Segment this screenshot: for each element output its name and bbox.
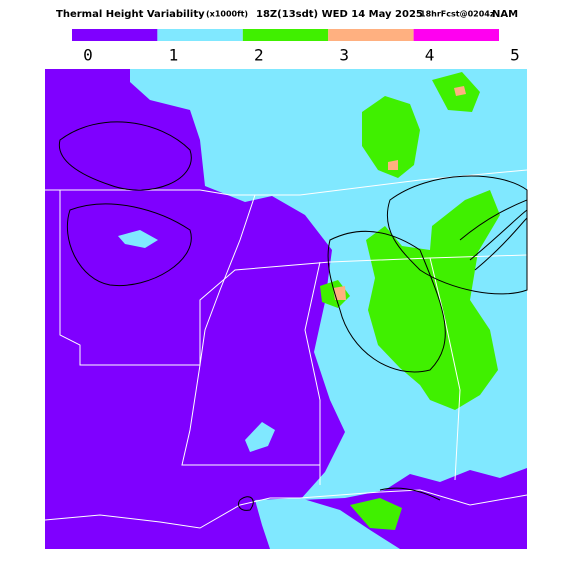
model: NAM bbox=[492, 9, 518, 20]
state-border bbox=[45, 169, 528, 196]
region-3a bbox=[388, 160, 398, 170]
region-1d bbox=[118, 230, 158, 248]
title: Thermal Height Variability bbox=[56, 9, 205, 20]
contour bbox=[327, 230, 446, 373]
map bbox=[44, 69, 528, 549]
legend-swatch bbox=[72, 29, 158, 41]
color-legend: 0 1 2 3 4 5 bbox=[72, 29, 520, 65]
region-2d bbox=[350, 498, 402, 530]
legend-tick-label: 4 bbox=[425, 46, 435, 65]
valid-time: 18Z(13sdt) WED 14 May 2025 bbox=[256, 9, 423, 20]
legend-swatch bbox=[157, 29, 243, 41]
contour bbox=[58, 121, 192, 191]
region-1b bbox=[255, 498, 400, 549]
state-border bbox=[59, 190, 528, 366]
contour bbox=[459, 199, 528, 271]
contour bbox=[386, 175, 528, 295]
legend-tick-label: 5 bbox=[510, 46, 520, 65]
state-border bbox=[429, 257, 461, 481]
units: (x1000ft) bbox=[206, 10, 248, 19]
legend-tick-label: 1 bbox=[169, 46, 179, 65]
legend-swatch bbox=[413, 29, 499, 41]
forecast: 18hrFcst@0204z bbox=[420, 10, 495, 19]
region-3b bbox=[333, 286, 346, 300]
legend-swatch bbox=[328, 29, 414, 41]
region-2a bbox=[362, 96, 420, 178]
legend-tick-label: 3 bbox=[339, 46, 349, 65]
coastline bbox=[44, 489, 528, 529]
contour bbox=[66, 203, 192, 287]
state-border bbox=[304, 261, 321, 465]
region-3c bbox=[454, 86, 466, 96]
legend-tick-label: 0 bbox=[83, 46, 93, 65]
region-1c bbox=[245, 422, 275, 452]
legend-swatch bbox=[242, 29, 329, 41]
state-border bbox=[181, 194, 321, 485]
contour bbox=[237, 487, 441, 511]
region-2b bbox=[366, 190, 500, 410]
legend-tick-label: 2 bbox=[254, 46, 264, 65]
